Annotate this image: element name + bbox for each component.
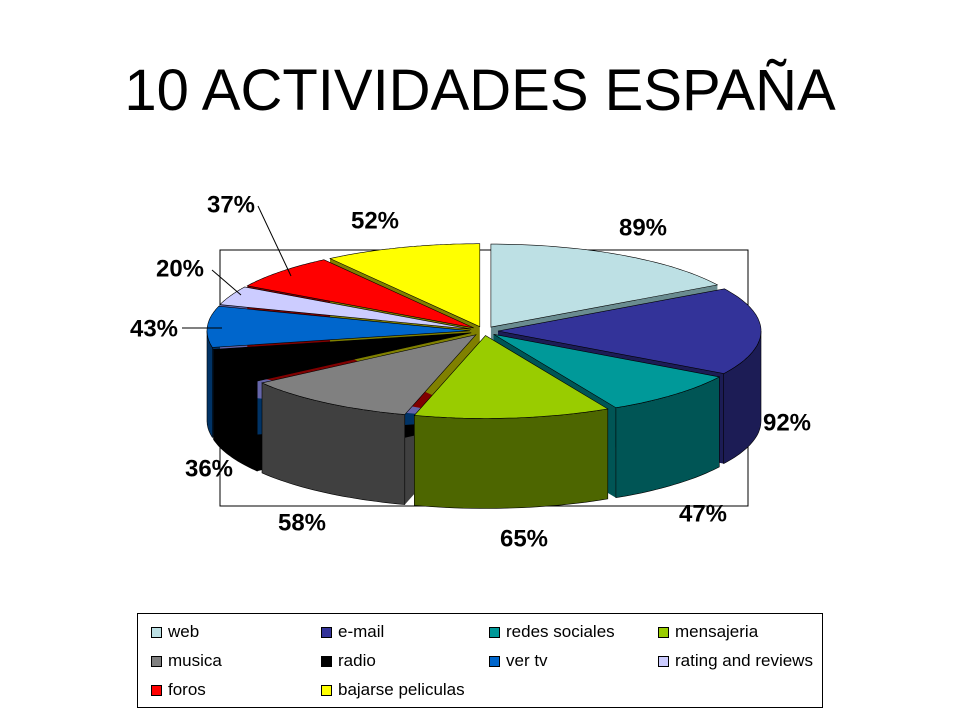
pie-slice-bajarse-peliculas	[329, 243, 481, 328]
legend-swatch-musica	[151, 655, 162, 667]
leader-line-rating-and-reviews	[211, 269, 242, 296]
legend-label: redes sociales	[506, 622, 615, 641]
data-label-redes-sociales: 47%	[679, 500, 727, 527]
pie-slice-musica	[261, 334, 477, 415]
pie-tops	[206, 243, 762, 419]
pie-slice-ver-tv	[206, 305, 471, 348]
legend-item-redes-sociales: redes sociales	[489, 621, 615, 643]
legend-item-web: web	[151, 621, 199, 643]
legend-label: rating and reviews	[675, 651, 813, 670]
legend-label: e-mail	[338, 622, 385, 641]
pie-side-ver-tv	[206, 330, 213, 439]
legend-label: musica	[168, 651, 222, 670]
legend-swatch-rating-and-reviews	[658, 655, 669, 667]
legend-label: foros	[168, 680, 206, 699]
legend-label: ver tv	[506, 651, 548, 670]
legend-item-bajarse-peliculas: bajarse peliculas	[321, 679, 465, 701]
legend-item-ver-tv: ver tv	[489, 650, 548, 672]
pie-slice-radio	[213, 332, 472, 382]
legend-swatch-e-mail	[321, 626, 332, 638]
pie-slice-redes-sociales	[493, 334, 721, 409]
data-label-bajarse-peliculas: 52%	[351, 207, 399, 234]
legend-swatch-redes-sociales	[489, 626, 500, 638]
legend-label: bajarse peliculas	[338, 680, 465, 699]
data-label-radio: 36%	[185, 455, 233, 482]
pie-slice-web	[490, 243, 719, 328]
legend-swatch-web	[151, 626, 162, 638]
legend-item-radio: radio	[321, 650, 376, 672]
legend-item-foros: foros	[151, 679, 206, 701]
pie-leaders	[182, 205, 292, 329]
legend-swatch-foros	[151, 684, 162, 696]
legend: web e-mail redes sociales mensajeria musica r…	[137, 613, 823, 708]
legend-item-e-mail: e-mail	[321, 621, 384, 643]
pie-labels: 89% 92% 47% 65% 58% 36% 43% 20% 37% 52%	[130, 191, 811, 552]
pie-slice-e-mail	[497, 288, 762, 374]
data-label-foros: 37%	[207, 191, 255, 218]
data-label-mensajeria: 65%	[500, 525, 548, 552]
legend-label: web	[168, 622, 200, 641]
data-label-e-mail: 92%	[763, 409, 811, 436]
legend-item-mensajeria: mensajeria	[658, 621, 758, 643]
data-label-web: 89%	[619, 214, 667, 241]
legend-swatch-ver-tv	[489, 655, 500, 667]
pie-slice-rating-and-reviews	[219, 286, 472, 330]
legend-swatch-mensajeria	[658, 626, 669, 638]
slide-title: 10 ACTIVIDADES ESPAÑA	[124, 58, 836, 123]
legend-swatch-radio	[321, 655, 332, 667]
legend-item-rating-and-reviews: rating and reviews	[658, 650, 813, 672]
pie-slice-foros	[246, 259, 474, 329]
legend-swatch-bajarse-peliculas	[321, 684, 332, 696]
legend-label: mensajeria	[675, 622, 759, 641]
data-label-ver-tv: 43%	[130, 315, 178, 342]
legend-item-musica: musica	[151, 650, 222, 672]
leader-line-foros	[257, 205, 292, 277]
legend-label: radio	[338, 651, 376, 670]
pie-slice-mensajeria	[413, 335, 609, 419]
pie-side-mensajeria	[414, 408, 609, 509]
data-label-musica: 58%	[278, 509, 326, 536]
data-label-rating-and-reviews: 20%	[156, 255, 204, 282]
